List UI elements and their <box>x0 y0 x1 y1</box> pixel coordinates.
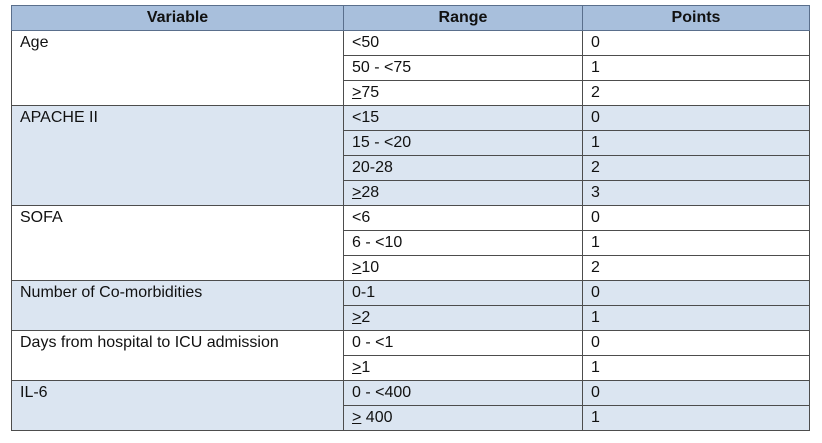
range-value: <50 <box>352 34 380 51</box>
variable-cell: APACHE II <box>11 105 344 206</box>
range-cell: <50 <box>343 30 583 56</box>
range-cell: 0 - <1 <box>343 330 583 356</box>
range-cell: >10 <box>343 255 583 281</box>
range-prefix: > <box>352 309 362 326</box>
table-row: 6 - <10 1 <box>12 230 810 256</box>
range-cell: >75 <box>343 80 583 106</box>
points-cell: 2 <box>582 255 810 281</box>
table-row: Number of Co-morbidities 0-1 0 <box>11 280 810 331</box>
range-cell: >28 <box>343 180 583 206</box>
points-cell: 1 <box>582 305 810 331</box>
table-row: > 400 1 <box>12 405 810 431</box>
range-cell: <15 <box>343 105 583 131</box>
variable-cell: Number of Co-morbidities <box>11 280 344 331</box>
points-cell: 1 <box>582 355 810 381</box>
points-cell: 3 <box>582 180 810 206</box>
range-prefix: > <box>352 359 362 376</box>
points-cell: 0 <box>582 205 810 231</box>
range-value: 2 <box>361 309 371 326</box>
range-value: 20-28 <box>352 159 393 176</box>
range-prefix: > <box>352 184 362 201</box>
table-row: APACHE II <15 0 <box>11 105 810 206</box>
range-column-header: Range <box>343 5 583 31</box>
points-cell: 0 <box>582 105 810 131</box>
range-value: 28 <box>361 184 380 201</box>
scoring-table: Variable Range Points Age <50 0 50 - <75 1 >7… <box>11 5 810 431</box>
points-cell: 0 <box>582 380 810 406</box>
variable-column-header: Variable <box>11 5 344 31</box>
range-value: 6 - <10 <box>352 234 403 251</box>
range-value: 400 <box>361 409 393 426</box>
range-value: <15 <box>352 109 380 126</box>
range-value: 1 <box>361 359 371 376</box>
range-cell: >1 <box>343 355 583 381</box>
points-cell: 1 <box>582 230 810 256</box>
points-cell: 1 <box>582 55 810 81</box>
variable-cell: Age <box>11 30 344 106</box>
range-value: 10 <box>361 259 380 276</box>
range-prefix: > <box>352 259 362 276</box>
range-value: 0 - <1 <box>352 334 394 351</box>
points-cell: 0 <box>582 330 810 356</box>
points-cell: 2 <box>582 155 810 181</box>
table-body: Age <50 0 50 - <75 1 >75 2 APACHE II <15 0 15 - <2… <box>11 30 810 431</box>
table-row: >1 1 <box>12 355 810 381</box>
range-value: 0-1 <box>352 284 376 301</box>
table-row: 20-28 2 <box>12 155 810 181</box>
range-cell: 6 - <10 <box>343 230 583 256</box>
points-column-header: Points <box>582 5 810 31</box>
table-row: 50 - <75 1 <box>12 55 810 81</box>
table-row: >75 2 <box>12 80 810 106</box>
table-row: >2 1 <box>12 305 810 331</box>
table-row: Days from hospital to ICU admission 0 - <… <box>11 330 810 381</box>
range-cell: 15 - <20 <box>343 130 583 156</box>
header-row: Variable Range Points <box>11 5 810 31</box>
points-cell: 2 <box>582 80 810 106</box>
range-value: 0 - <400 <box>352 384 412 401</box>
points-cell: 0 <box>582 30 810 56</box>
range-cell: 20-28 <box>343 155 583 181</box>
range-cell: 0-1 <box>343 280 583 306</box>
range-cell: >2 <box>343 305 583 331</box>
range-value: <6 <box>352 209 371 226</box>
range-cell: 50 - <75 <box>343 55 583 81</box>
range-prefix: > <box>352 84 362 101</box>
table-row: SOFA <6 0 <box>11 205 810 281</box>
range-prefix: > <box>352 409 362 426</box>
table-row: >10 2 <box>12 255 810 281</box>
variable-cell: IL-6 <box>11 380 344 431</box>
table-row: Age <50 0 <box>11 30 810 106</box>
variable-cell: SOFA <box>11 205 344 281</box>
points-cell: 0 <box>582 280 810 306</box>
range-cell: > 400 <box>343 405 583 431</box>
variable-cell: Days from hospital to ICU admission <box>11 330 344 381</box>
points-cell: 1 <box>582 405 810 431</box>
points-cell: 1 <box>582 130 810 156</box>
range-cell: <6 <box>343 205 583 231</box>
range-cell: 0 - <400 <box>343 380 583 406</box>
range-value: 75 <box>361 84 380 101</box>
table-row: IL-6 0 - <400 0 <box>11 380 810 431</box>
range-value: 15 - <20 <box>352 134 412 151</box>
range-value: 50 - <75 <box>352 59 412 76</box>
